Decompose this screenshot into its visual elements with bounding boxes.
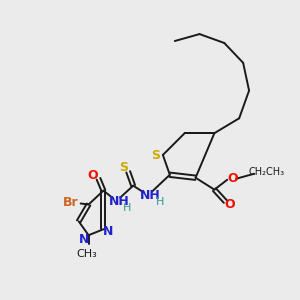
Text: S: S bbox=[152, 149, 160, 162]
Text: CH₂CH₃: CH₂CH₃ bbox=[249, 167, 285, 177]
Text: Br: Br bbox=[63, 196, 79, 209]
Text: N: N bbox=[78, 233, 89, 246]
Text: CH₃: CH₃ bbox=[76, 249, 97, 259]
Text: O: O bbox=[87, 169, 98, 182]
Text: O: O bbox=[224, 198, 235, 211]
Text: H: H bbox=[156, 196, 164, 206]
Text: S: S bbox=[119, 161, 128, 174]
Text: O: O bbox=[227, 172, 238, 185]
Text: H: H bbox=[123, 203, 131, 214]
Text: N: N bbox=[103, 225, 114, 238]
Text: NH: NH bbox=[140, 189, 160, 202]
Text: NH: NH bbox=[109, 195, 130, 208]
